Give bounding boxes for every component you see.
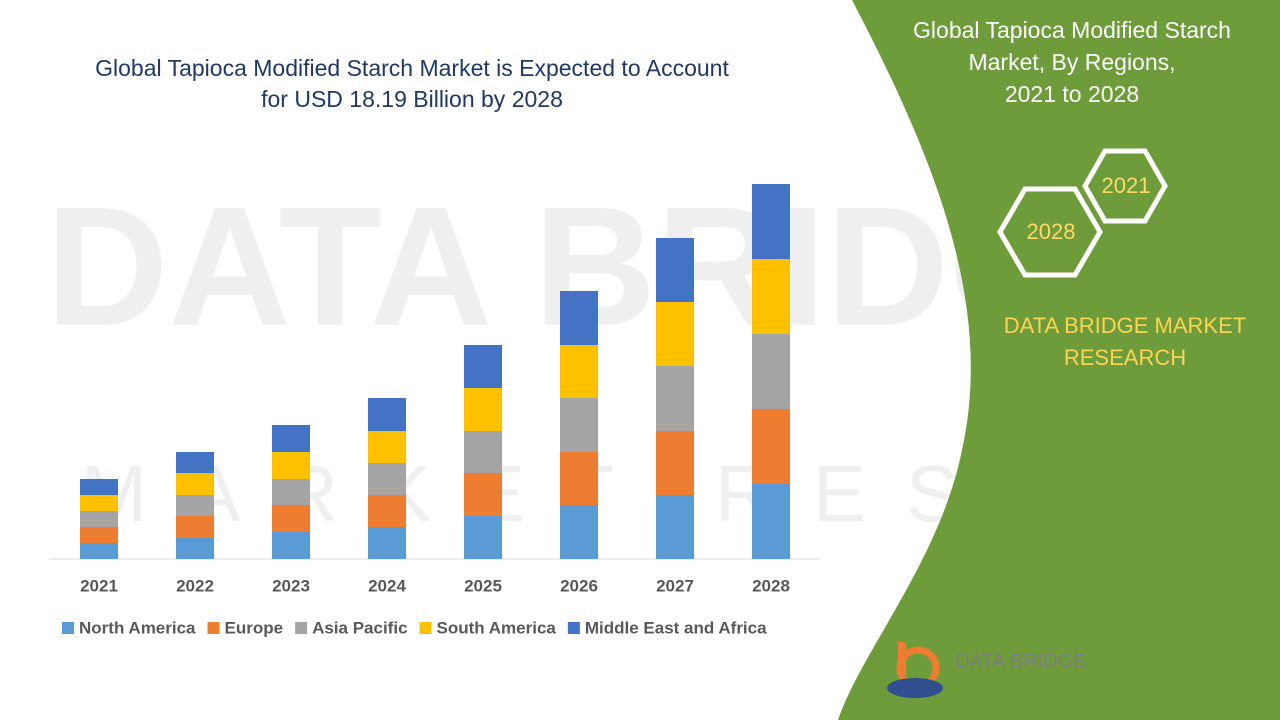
legend-swatch — [207, 622, 220, 634]
legend-label: Middle East and Africa — [585, 618, 767, 637]
side-panel — [838, 0, 1280, 720]
x-tick-label: 2027 — [656, 576, 694, 595]
bar-segment — [560, 505, 598, 559]
bar-segment — [464, 516, 502, 559]
legend-swatch — [295, 622, 308, 634]
legend-swatch — [567, 622, 580, 634]
x-tick-label: 2028 — [752, 576, 790, 595]
bar-segment — [272, 505, 310, 532]
bar-segment — [464, 473, 502, 516]
bar-segment — [560, 398, 598, 452]
bar-segment — [80, 479, 118, 495]
bar-segment — [176, 495, 214, 516]
bar-segment — [752, 259, 790, 334]
legend-swatch — [62, 622, 74, 634]
bar-segment — [176, 473, 214, 495]
bar-segment — [272, 479, 310, 505]
hexagon-label: 2021 — [1102, 173, 1151, 198]
bar-segment — [656, 431, 694, 495]
bar-segment — [656, 495, 694, 559]
legend-label: South America — [437, 618, 557, 637]
bar-segment — [752, 484, 790, 559]
x-tick-label: 2024 — [368, 576, 406, 595]
legend-label: North America — [79, 618, 196, 637]
bar-segment — [560, 452, 598, 505]
bar-segment — [80, 543, 118, 559]
bar-segment — [176, 538, 214, 559]
hexagon — [1082, 148, 1168, 224]
bar-segment — [656, 302, 694, 366]
bar-segment — [560, 291, 598, 345]
bar-segment — [560, 345, 598, 398]
bar-segment — [368, 463, 406, 495]
bar-segment — [272, 425, 310, 452]
bar-segment — [80, 527, 118, 543]
legend-swatch — [419, 622, 432, 634]
bar-segment — [80, 495, 118, 511]
bar-segment — [464, 345, 502, 388]
bar-segment — [464, 431, 502, 473]
bar-segment — [368, 398, 406, 431]
legend-label: Europe — [225, 618, 284, 637]
legend-label: Asia Pacific — [312, 618, 407, 637]
bar-segment — [80, 511, 118, 527]
bar-segment — [368, 495, 406, 527]
bar-segment — [176, 516, 214, 538]
bar-segment — [752, 334, 790, 409]
panel-title: Global Tapioca Modified Starch Market, B… — [913, 17, 1231, 107]
bar-segment — [368, 431, 406, 463]
bar-segment — [368, 527, 406, 559]
bar-segment — [656, 238, 694, 302]
logo-text: DATA BRIDGE — [955, 650, 1087, 672]
x-tick-label: 2021 — [80, 576, 118, 595]
x-tick-label: 2023 — [272, 576, 310, 595]
x-tick-label: 2025 — [464, 576, 502, 595]
bar-segment — [272, 532, 310, 559]
bar-segment — [752, 184, 790, 259]
hexagon — [997, 186, 1103, 278]
brand-text: DATA BRIDGE MARKET RESEARCH — [1003, 313, 1247, 370]
bar-segment — [464, 388, 502, 431]
bar-segment — [752, 409, 790, 484]
bar-segment — [272, 452, 310, 479]
hexagon-label: 2028 — [1027, 219, 1076, 244]
x-tick-label: 2022 — [176, 576, 214, 595]
logo-icon — [887, 642, 943, 698]
bar-segment — [656, 366, 694, 431]
chart-title: Global Tapioca Modified Starch Market is… — [95, 55, 729, 112]
x-tick-label: 2026 — [560, 576, 598, 595]
bar-segment — [176, 452, 214, 473]
